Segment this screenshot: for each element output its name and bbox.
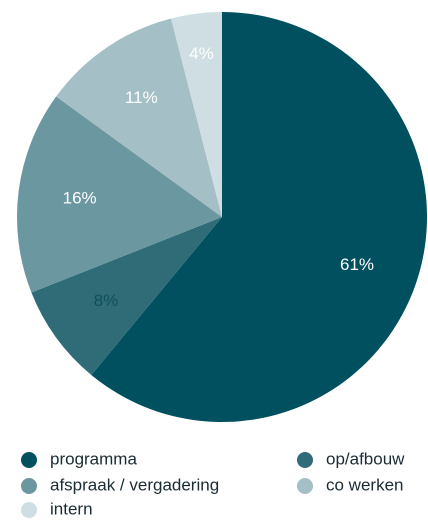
data-label: 4% (189, 44, 214, 63)
legend-label: afspraak / vergadering (50, 475, 219, 494)
pie-slice (56, 18, 222, 217)
legend-label: programma (50, 449, 137, 468)
data-label: 16% (63, 188, 97, 207)
data-label: 11% (125, 88, 158, 107)
legend-swatch (297, 452, 313, 468)
pie-slice (91, 12, 428, 422)
legend-label: op/afbouw (326, 449, 405, 468)
legend-label: co werken (326, 475, 403, 494)
legend-swatch (21, 502, 37, 518)
pie-slice (16, 96, 222, 293)
data-label: 61% (340, 255, 374, 274)
data-label: 8% (94, 291, 119, 310)
legend-swatch (297, 478, 313, 494)
pie-slice (31, 217, 223, 375)
legend-swatch (21, 452, 37, 468)
legend-swatch (21, 478, 37, 494)
pie-slice (171, 12, 222, 217)
legend-label: intern (50, 499, 93, 518)
